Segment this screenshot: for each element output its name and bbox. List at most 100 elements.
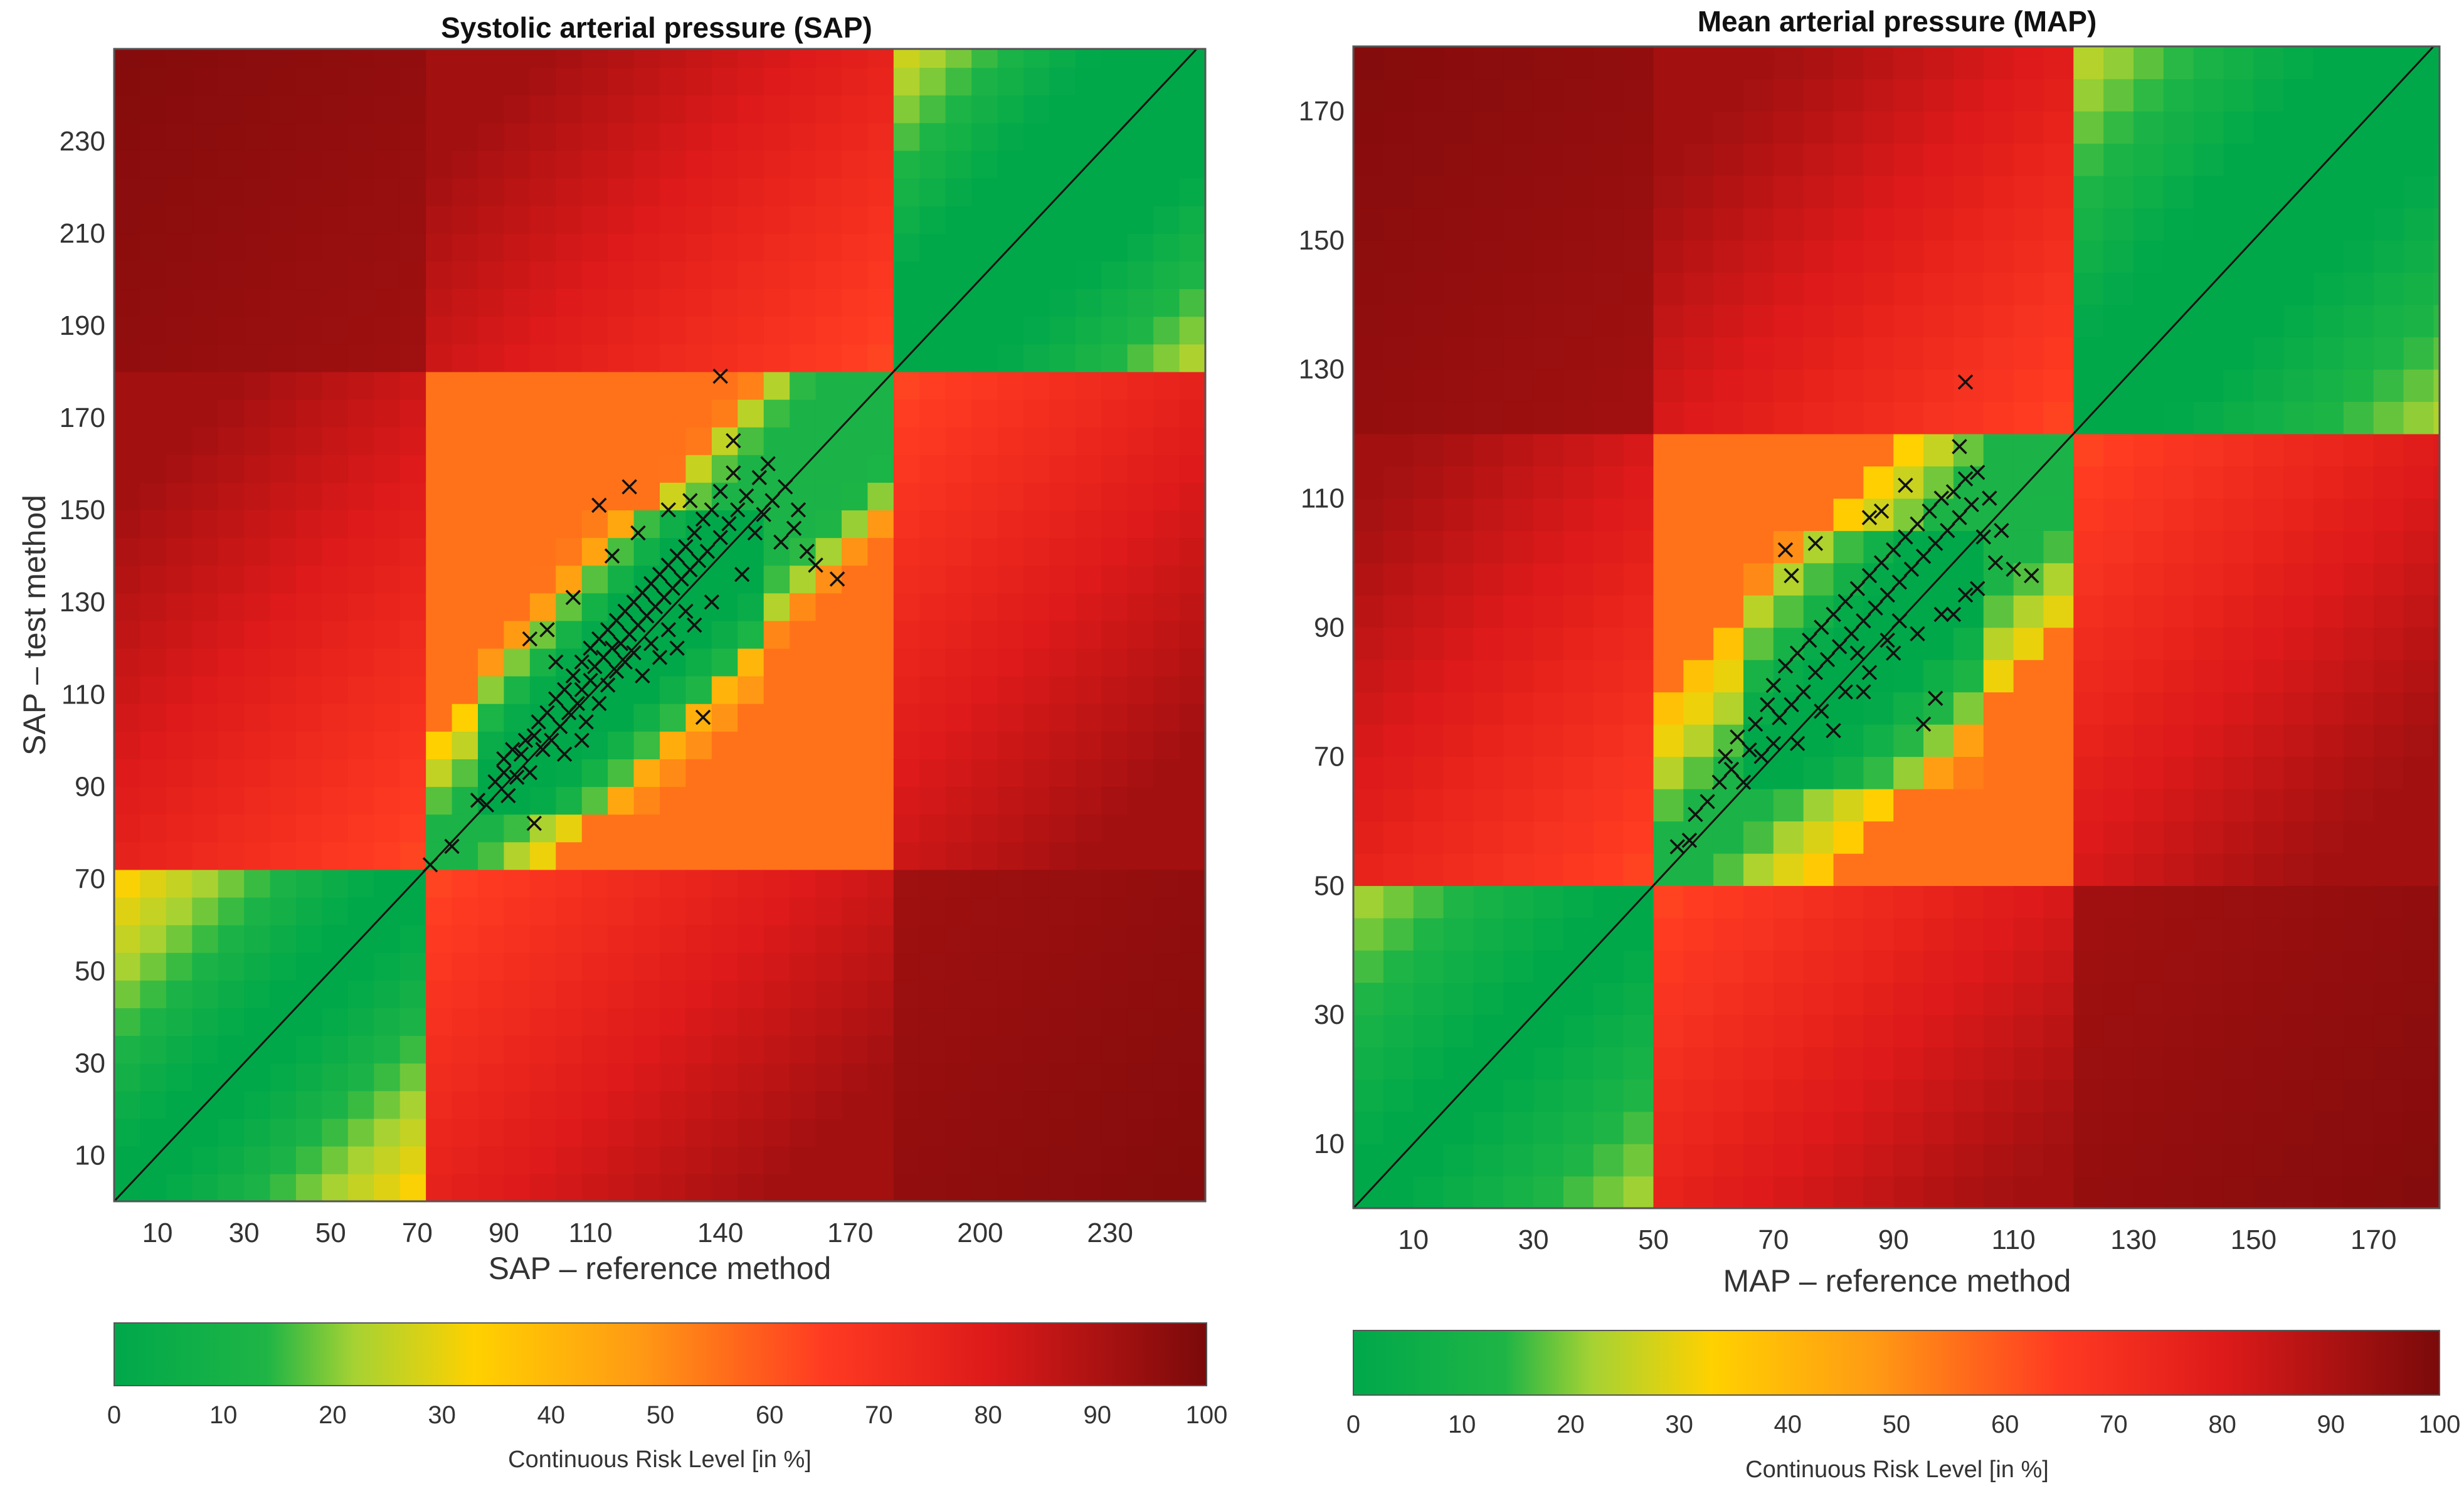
map-heatmap-cell (2163, 1014, 2194, 1048)
sap-heatmap-cell (1153, 980, 1180, 1009)
sap-heatmap-cell (945, 648, 972, 677)
sap-heatmap-cell (608, 1118, 635, 1147)
map-heatmap-cell (2343, 917, 2374, 951)
sap-heatmap-cell (218, 814, 245, 843)
map-heatmap-cell (1743, 143, 1774, 176)
map-data-point (1802, 632, 1817, 648)
map-x-tick-label: 150 (2231, 1225, 2276, 1255)
sap-heatmap-cell (1023, 122, 1050, 151)
map-heatmap-cell (2373, 724, 2404, 757)
map-heatmap-cell (1743, 433, 1774, 466)
sap-heatmap-cell (685, 454, 712, 483)
map-heatmap-cell (2133, 724, 2164, 757)
sap-heatmap-cell (685, 122, 712, 151)
map-heatmap-cell (1623, 110, 1654, 144)
map-heatmap-cell (1893, 143, 1924, 176)
map-heatmap-cell (2253, 304, 2285, 338)
map-heatmap-cell (2193, 692, 2224, 725)
sap-heatmap-cell (893, 510, 921, 539)
sap-heatmap-cell (478, 482, 505, 510)
map-heatmap-cell (2073, 950, 2104, 983)
sap-heatmap-cell (1101, 565, 1128, 594)
map-heatmap-cell (2163, 982, 2194, 1015)
map-heatmap-cell (2403, 337, 2435, 370)
map-heatmap-cell (2043, 240, 2075, 273)
sap-heatmap-cell (685, 1008, 712, 1036)
sap-heatmap-cell (244, 786, 271, 815)
map-data-point (1987, 555, 2004, 571)
sap-heatmap-cell (711, 869, 739, 898)
map-heatmap-cell (2133, 1014, 2164, 1048)
map-heatmap-cell (1533, 1079, 1564, 1112)
sap-heatmap-cell (1153, 1035, 1180, 1064)
sap-heatmap-cell (763, 759, 790, 788)
sap-heatmap-cell (711, 1118, 739, 1147)
sap-heatmap-cell (842, 952, 869, 981)
map-heatmap-cell (1593, 143, 1624, 176)
map-heatmap-cell (2193, 208, 2224, 241)
map-heatmap-cell (2163, 853, 2194, 887)
map-heatmap-cell (2133, 1176, 2164, 1209)
map-heatmap-cell (2373, 433, 2404, 466)
map-heatmap-cell (1473, 240, 1504, 273)
sap-heatmap-cell (504, 399, 531, 428)
sap-heatmap-cell (763, 786, 790, 815)
sap-data-point (764, 493, 780, 508)
sap-heatmap-cell (1101, 205, 1128, 234)
map-heatmap-cell (2253, 917, 2285, 951)
sap-heatmap-cell (763, 177, 790, 206)
sap-heatmap-cell (919, 1146, 946, 1174)
map-heatmap-cell (2313, 1079, 2344, 1112)
map-heatmap-cell (1473, 1176, 1504, 1209)
map-heatmap-cell (2163, 756, 2194, 789)
sap-heatmap-cell (192, 814, 219, 843)
map-data-point (1789, 735, 1806, 752)
map-heatmap-cell (1473, 562, 1504, 596)
sap-heatmap-cell (867, 703, 894, 732)
map-heatmap-cell (1503, 982, 1534, 1015)
sap-heatmap-cell (919, 980, 946, 1009)
sap-heatmap-cell (270, 980, 297, 1009)
sap-heatmap-cell (270, 399, 297, 428)
sap-heatmap-cell (1179, 399, 1206, 428)
sap-data-point (643, 636, 659, 651)
map-heatmap-cell (2223, 78, 2255, 112)
map-heatmap-cell (1953, 1014, 1984, 1048)
sap-heatmap-cell (763, 897, 790, 925)
sap-heatmap-cell (114, 482, 141, 510)
sap-heatmap-cell (893, 593, 921, 621)
sap-heatmap-cell (1101, 897, 1128, 925)
sap-colorbar-label: Continuous Risk Level [in %] (508, 1446, 812, 1473)
map-heatmap-cell (2433, 1046, 2440, 1080)
sap-heatmap-cell (1179, 620, 1206, 649)
map-heatmap-cell (1563, 917, 1594, 951)
sap-heatmap-cell (322, 288, 349, 317)
map-heatmap-cell (2343, 337, 2374, 370)
sap-heatmap-cell (997, 620, 1024, 649)
sap-heatmap-cell (296, 1063, 323, 1092)
sap-heatmap-cell (1153, 233, 1180, 261)
map-heatmap-cell (1893, 788, 1924, 822)
map-heatmap-cell (2253, 433, 2285, 466)
sap-heatmap-cell (790, 205, 817, 234)
sap-heatmap-cell (842, 510, 869, 539)
map-heatmap-cell (2313, 272, 2344, 305)
sap-heatmap-cell (608, 316, 635, 345)
sap-heatmap-cell (296, 233, 323, 261)
map-heatmap-cell (1503, 1046, 1534, 1080)
map-heatmap-cell (1563, 1176, 1594, 1209)
sap-heatmap-cell (919, 1173, 946, 1202)
sap-heatmap-cell (685, 952, 712, 981)
map-heatmap-cell (2073, 885, 2104, 919)
map-heatmap-cell (2403, 788, 2435, 822)
sap-heatmap-cell (270, 67, 297, 96)
map-heatmap-cell (2433, 788, 2440, 822)
map-data-point (1753, 749, 1769, 764)
map-data-point (1940, 522, 1955, 539)
map-x-tick-label: 170 (2350, 1225, 2396, 1255)
sap-heatmap-cell (452, 620, 479, 649)
map-heatmap-cell (1353, 208, 1384, 241)
sap-heatmap-cell (1127, 869, 1154, 898)
sap-heatmap-cell (374, 786, 401, 815)
sap-heatmap-cell (1101, 593, 1128, 621)
